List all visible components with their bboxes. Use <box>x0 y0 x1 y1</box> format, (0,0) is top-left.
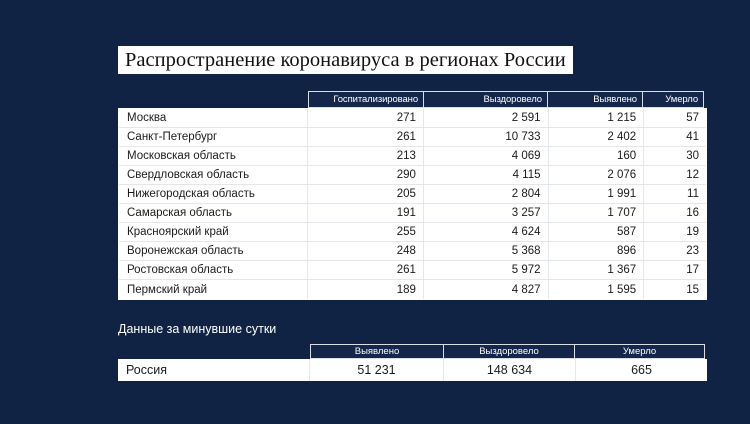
cell-region: Ростовская область <box>119 261 309 279</box>
cell-died: 15 <box>686 283 699 296</box>
cell-hospitalized: 290 <box>308 166 424 184</box>
cell-detected: 1 215 <box>549 109 645 127</box>
column-header-detected: Выявлено <box>547 91 643 108</box>
cell-region: Россия <box>118 359 310 381</box>
cell-recovered: 4 069 <box>424 147 549 165</box>
cell-detected: 160 <box>549 147 645 165</box>
table-row: Свердловская область 290 4 115 2 076 12 <box>119 166 706 185</box>
table-row: Нижегородская область 205 2 804 1 991 11 <box>119 185 706 204</box>
cell-recovered: 4 115 <box>424 166 549 184</box>
cell-recovered: 4 827 <box>424 280 549 299</box>
cell-detected: 587 <box>549 223 645 241</box>
cell-died: 17 <box>686 264 699 276</box>
column-header-died: Умерло <box>574 344 705 359</box>
cell-detected: 2 076 <box>549 166 645 184</box>
cell-recovered: 4 624 <box>424 223 549 241</box>
table-row: Красноярский край 255 4 624 587 19 <box>119 223 706 242</box>
daily-table-header-row: Выявлено Выздоровело Умерло <box>310 344 707 359</box>
cell-recovered: 5 972 <box>424 261 549 279</box>
cell-hospitalized: 255 <box>308 223 424 241</box>
cell-died: 41 <box>686 131 699 143</box>
table-row: Санкт-Петербург 261 10 733 2 402 41 <box>119 128 706 147</box>
cell-hospitalized: 271 <box>308 109 424 127</box>
cell-hospitalized: 261 <box>308 261 424 279</box>
cell-detected: 896 <box>549 242 645 260</box>
cell-hospitalized: 191 <box>308 204 424 222</box>
table-row: Москва 271 2 591 1 215 57 <box>119 109 706 128</box>
daily-table-body: Россия 51 231 148 634 665 <box>118 359 707 381</box>
cell-region: Воронежская область <box>119 242 309 260</box>
daily-section-subtitle: Данные за минувшие сутки <box>118 322 277 336</box>
column-header-hospitalized: Госпитализировано <box>308 91 424 108</box>
cell-region: Свердловская область <box>119 166 309 184</box>
cell-died: 19 <box>686 226 699 238</box>
cell-detected: 1 595 <box>549 280 645 299</box>
cell-region: Красноярский край <box>119 223 309 241</box>
page-title: Распространение коронавируса в регионах … <box>118 46 573 74</box>
cell-region: Москва <box>119 109 309 127</box>
cell-detected: 1 707 <box>549 204 645 222</box>
daily-summary-table: Выявлено Выздоровело Умерло Россия 51 23… <box>118 344 707 381</box>
table-row: Ростовская область 261 5 972 1 367 17 <box>119 261 706 280</box>
table-row: Московская область 213 4 069 160 30 <box>119 147 706 166</box>
column-header-recovered: Выздоровело <box>443 344 575 359</box>
cell-detected: 1 367 <box>549 261 645 279</box>
cell-hospitalized: 261 <box>308 128 424 146</box>
table-row: Воронежская область 248 5 368 896 23 <box>119 242 706 261</box>
cell-region: Нижегородская область <box>119 185 309 203</box>
cell-detected: 1 991 <box>549 185 645 203</box>
cell-region: Пермский край <box>119 280 309 299</box>
cell-recovered: 2 591 <box>424 109 549 127</box>
cell-hospitalized: 189 <box>308 280 424 299</box>
cell-died: 11 <box>687 188 699 200</box>
cell-hospitalized: 248 <box>308 242 424 260</box>
cell-died: 12 <box>686 169 699 181</box>
cell-recovered: 5 368 <box>424 242 549 260</box>
page-title-text: Распространение коронавируса в регионах … <box>125 48 566 71</box>
table-row: Россия 51 231 148 634 665 <box>118 359 707 381</box>
cell-died: 665 <box>631 363 652 377</box>
cell-detected: 2 402 <box>549 128 645 146</box>
cell-died: 57 <box>686 112 699 124</box>
cell-detected: 51 231 <box>310 359 444 381</box>
cell-hospitalized: 205 <box>308 185 424 203</box>
cell-recovered: 148 634 <box>444 359 576 381</box>
cell-recovered: 3 257 <box>424 204 549 222</box>
column-header-detected: Выявлено <box>310 344 444 359</box>
cell-region: Московская область <box>119 147 309 165</box>
cell-hospitalized: 213 <box>308 147 424 165</box>
cell-region: Санкт-Петербург <box>119 128 309 146</box>
column-header-recovered: Выздоровело <box>423 91 548 108</box>
table-row: Самарская область 191 3 257 1 707 16 <box>119 204 706 223</box>
column-header-died: Умерло <box>642 91 704 108</box>
cell-died: 16 <box>686 207 699 219</box>
cell-recovered: 10 733 <box>424 128 549 146</box>
regions-table-header-row: Госпитализировано Выздоровело Выявлено У… <box>308 91 707 108</box>
regions-table: Госпитализировано Выздоровело Выявлено У… <box>118 91 707 300</box>
regions-table-body: Москва 271 2 591 1 215 57 Санкт-Петербур… <box>118 108 707 300</box>
cell-died: 23 <box>686 245 699 257</box>
table-row: Пермский край 189 4 827 1 595 15 <box>119 280 706 299</box>
cell-region: Самарская область <box>119 204 309 222</box>
cell-recovered: 2 804 <box>424 185 549 203</box>
cell-died: 30 <box>686 150 699 162</box>
